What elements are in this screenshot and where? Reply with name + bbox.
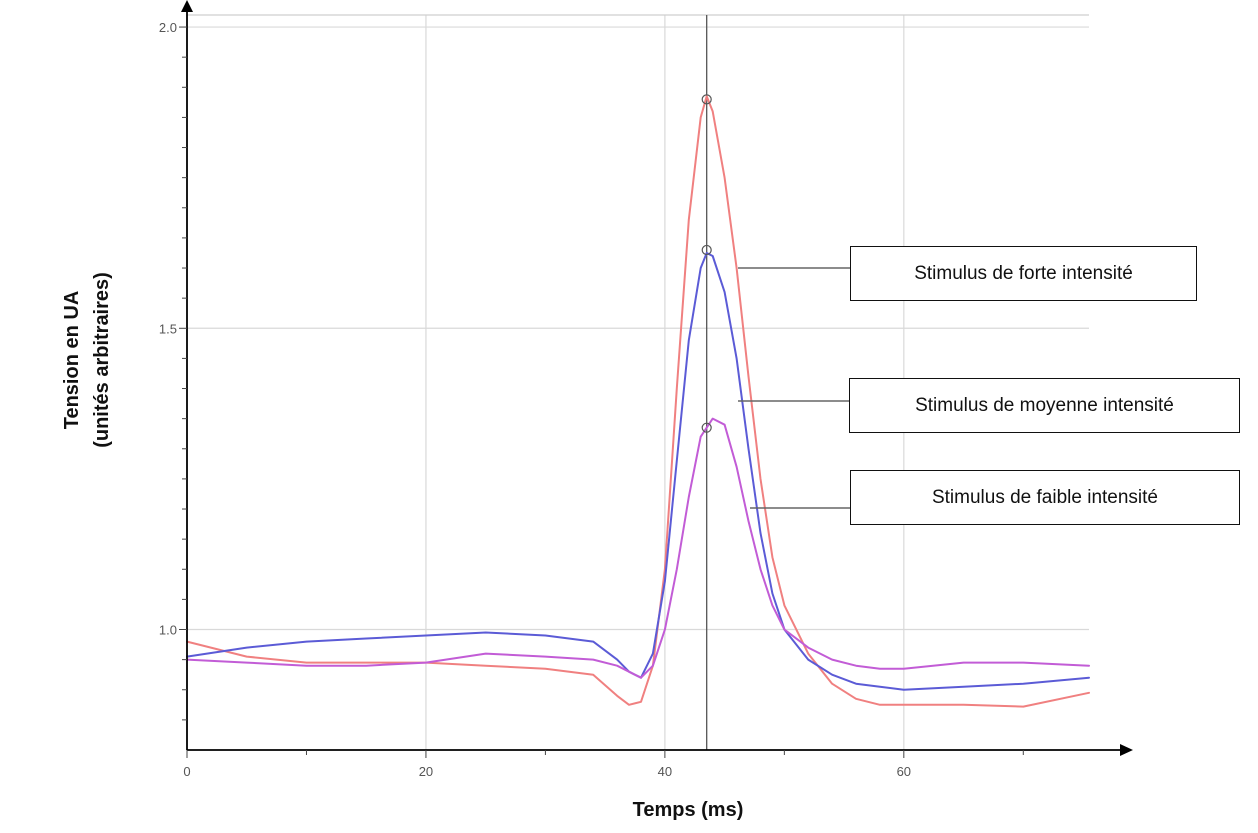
y-tick-label: 1.5 (159, 321, 177, 336)
legend-label-strong: Stimulus de forte intensité (914, 262, 1133, 284)
y-axis-title-group: Tension en UA (unités arbitraires) (61, 272, 113, 448)
x-tick-label: 40 (658, 764, 672, 779)
x-tick-label: 60 (897, 764, 911, 779)
x-tick-label: 20 (419, 764, 433, 779)
peak-marker-2 (701, 422, 712, 433)
x-axis-title: Temps (ms) (633, 799, 744, 821)
legend-box-weak: Stimulus de faible intensité (850, 470, 1240, 525)
y-tick-label: 1.0 (159, 623, 177, 638)
grid (187, 14, 1089, 750)
series-line-2 (186, 417, 1090, 679)
peak-marker-1 (701, 244, 712, 256)
x-tick-label: 0 (183, 764, 190, 779)
ticks: 0 20 40 60 1.0 1.5 2.0 (159, 20, 1024, 779)
series-line-0 (186, 95, 1090, 708)
axes (181, 0, 1133, 756)
y-axis-title: Tension en UA (61, 291, 83, 430)
y-tick-label: 2.0 (159, 20, 177, 35)
y-axis-subtitle: (unités arbitraires) (91, 272, 113, 448)
legend-box-medium: Stimulus de moyenne intensité (849, 378, 1240, 433)
series-line-1 (186, 252, 1090, 691)
legend-label-medium: Stimulus de moyenne intensité (915, 394, 1174, 416)
legend-leaders (738, 267, 850, 509)
legend-label-weak: Stimulus de faible intensité (931, 486, 1158, 508)
y-axis-arrow (181, 0, 193, 12)
peak-marker-0 (701, 94, 712, 105)
series-layer (186, 15, 1090, 750)
legend-box-strong: Stimulus de forte intensité (850, 246, 1197, 301)
x-axis-arrow (1120, 744, 1133, 756)
